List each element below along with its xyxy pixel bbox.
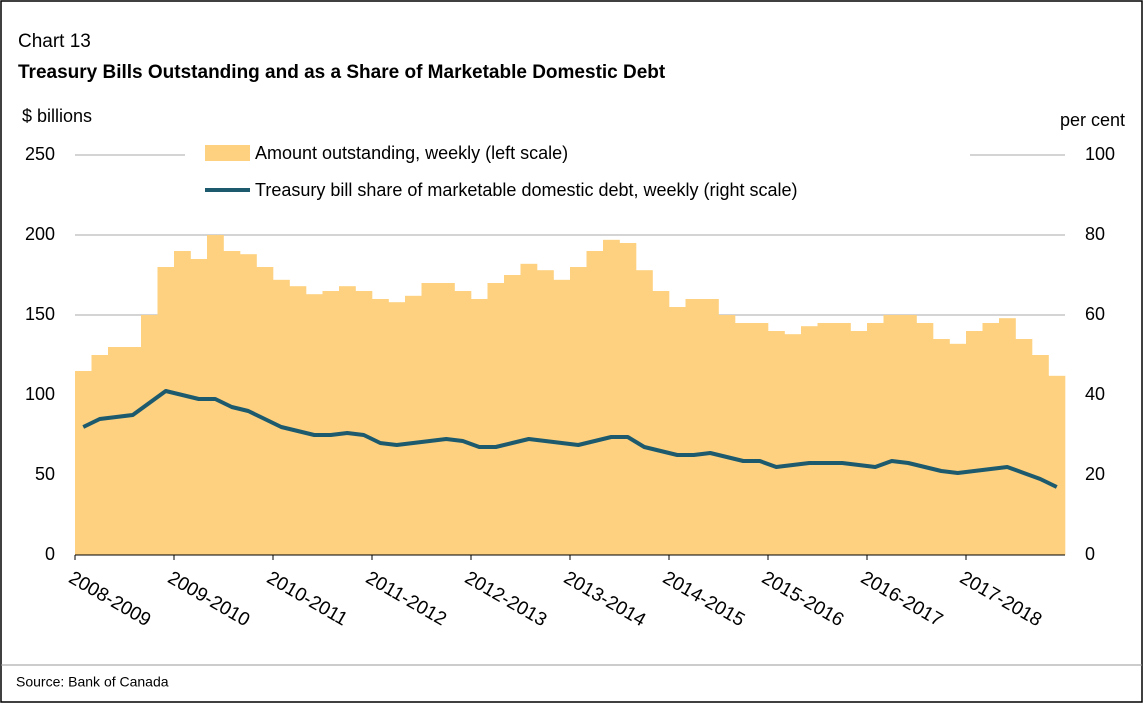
source: Source: Bank of Canada: [16, 674, 169, 690]
bar: [883, 315, 901, 555]
y-tick-label: 200: [25, 224, 55, 244]
bar: [685, 299, 703, 555]
bar: [157, 267, 175, 555]
bar: [537, 270, 554, 555]
bar: [652, 291, 670, 555]
bar: [223, 251, 241, 555]
y2-tick-label: 0: [1085, 544, 1095, 564]
bar: [784, 334, 802, 555]
bar: [108, 347, 125, 555]
y-tick-label: 150: [25, 304, 55, 324]
bar: [1048, 375, 1066, 555]
y-tick-label: 250: [25, 144, 55, 164]
y-axis-label: $ billions: [22, 106, 92, 126]
y2-tick-label: 100: [1085, 144, 1115, 164]
bar: [982, 323, 1000, 555]
y2-tick-label: 80: [1085, 224, 1105, 244]
bar: [454, 291, 472, 555]
bar: [817, 323, 835, 555]
bar: [487, 283, 505, 555]
bar: [207, 235, 224, 555]
bar: [619, 243, 637, 555]
y2-tick-label: 40: [1085, 384, 1105, 404]
bar: [933, 339, 950, 555]
bar: [735, 323, 752, 555]
bar: [438, 283, 455, 555]
bar: [322, 291, 340, 555]
bar: [553, 279, 571, 555]
bar: [174, 251, 191, 555]
y2-tick-label: 60: [1085, 304, 1105, 324]
legend-background: [185, 138, 970, 208]
legend-swatch: [205, 145, 250, 161]
bar: [603, 239, 620, 556]
bar: [256, 267, 274, 555]
bar: [289, 286, 307, 555]
bar: [504, 275, 521, 555]
bar: [702, 299, 719, 555]
bar: [388, 302, 406, 555]
y-tick-label: 50: [35, 464, 55, 484]
bar: [240, 254, 257, 555]
bar: [1015, 339, 1033, 555]
bar: [91, 355, 109, 555]
bar: [966, 331, 983, 555]
bar: [999, 318, 1016, 555]
bar: [124, 347, 142, 555]
bar: [900, 315, 917, 555]
bar: [850, 331, 868, 555]
bar: [520, 263, 538, 555]
bar: [718, 315, 736, 555]
bar: [768, 331, 785, 555]
bar: [306, 294, 323, 555]
bar: [421, 283, 439, 555]
legend-label: Treasury bill share of marketable domest…: [255, 180, 798, 200]
bar: [801, 326, 818, 555]
y-tick-label: 100: [25, 384, 55, 404]
bar: [586, 251, 604, 555]
bar: [570, 267, 587, 555]
bar: [141, 315, 158, 555]
bar: [636, 270, 653, 555]
y2-axis-label: per cent: [1060, 110, 1125, 130]
bar: [916, 323, 934, 555]
bar: [339, 286, 356, 555]
bar: [471, 299, 488, 555]
bar: [273, 279, 290, 555]
bar: [75, 371, 92, 555]
y2-tick-label: 20: [1085, 464, 1105, 484]
y-tick-label: 0: [45, 544, 55, 564]
chart-label: Chart 13: [18, 31, 91, 52]
legend-label: Amount outstanding, weekly (left scale): [255, 143, 568, 163]
line: [82, 389, 1058, 489]
bar: [751, 323, 769, 555]
bar: [372, 299, 389, 555]
bar: [405, 295, 422, 555]
bar: [867, 323, 884, 555]
bar: [669, 307, 686, 555]
bar: [355, 291, 373, 555]
bar: [1032, 355, 1049, 555]
chart-title: Treasury Bills Outstanding and as a Shar…: [18, 62, 666, 83]
bar: [834, 323, 851, 555]
bar: [949, 343, 967, 555]
bar: [190, 259, 208, 555]
